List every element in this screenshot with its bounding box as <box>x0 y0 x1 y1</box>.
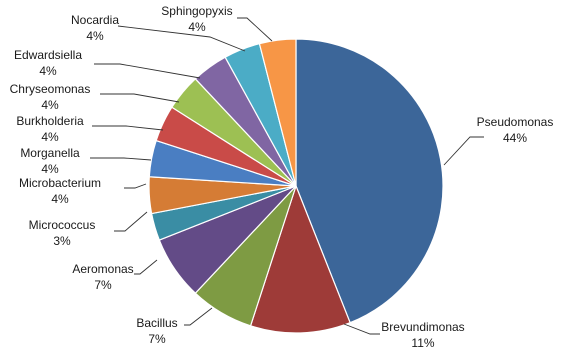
leader-line-chryseomonas <box>100 93 180 103</box>
slice-label-bacillus: Bacillus <box>136 316 177 330</box>
pie-slice-pseudomonas <box>295 38 444 324</box>
leader-line-bacillus <box>184 307 213 326</box>
slice-label-morganella: Morganella <box>20 146 80 160</box>
slice-label-burkholderia: Burkholderia <box>16 114 84 128</box>
slice-label-pseudomonas: Pseudomonas <box>477 115 554 129</box>
leader-line-morganella <box>90 157 152 161</box>
slice-percent-bacillus: 7% <box>148 332 166 346</box>
leader-line-nocardia <box>117 25 246 52</box>
leader-line-brevundimonas <box>343 323 380 335</box>
slice-percent-brevundimonas: 11% <box>411 336 434 350</box>
slice-percent-pseudomonas: 44% <box>503 131 527 145</box>
slice-label-aeromonas: Aeromonas <box>72 262 133 276</box>
leader-line-edwardsiella <box>94 63 201 79</box>
leader-line-microbacterium <box>124 183 147 189</box>
leader-line-micrococcus <box>114 211 148 232</box>
slice-label-sphingopyxis: Sphingopyxis <box>161 4 232 18</box>
slice-percent-chryseomonas: 4% <box>41 98 59 112</box>
leader-line-sphingopyxis <box>237 17 273 42</box>
slice-label-brevundimonas: Brevundimonas <box>381 320 464 334</box>
slice-percent-micrococcus: 3% <box>53 234 71 248</box>
leader-lines <box>90 17 484 335</box>
leader-line-pseudomonas <box>443 136 484 166</box>
slice-percent-burkholderia: 4% <box>41 130 59 144</box>
slice-label-nocardia: Nocardia <box>71 13 119 27</box>
leader-line-burkholderia <box>92 125 164 131</box>
slice-label-microbacterium: Microbacterium <box>19 176 101 190</box>
leader-line-aeromonas <box>134 259 158 275</box>
slice-label-chryseomonas: Chryseomonas <box>10 82 91 96</box>
pie-slice-sphingopyxis <box>258 38 297 187</box>
slice-label-micrococcus: Micrococcus <box>29 218 96 232</box>
slice-labels: Pseudomonas 44% Brevundimonas 11% Bacillus 7%… <box>10 4 554 350</box>
slice-percent-microbacterium: 4% <box>51 192 69 206</box>
pie-slices <box>148 38 444 334</box>
slice-label-edwardsiella: Edwardsiella <box>14 48 82 62</box>
slice-percent-nocardia: 4% <box>86 29 104 43</box>
slice-percent-edwardsiella: 4% <box>39 64 57 78</box>
slice-percent-morganella: 4% <box>41 162 59 176</box>
slice-percent-sphingopyxis: 4% <box>188 20 206 34</box>
slice-percent-aeromonas: 7% <box>94 278 112 292</box>
